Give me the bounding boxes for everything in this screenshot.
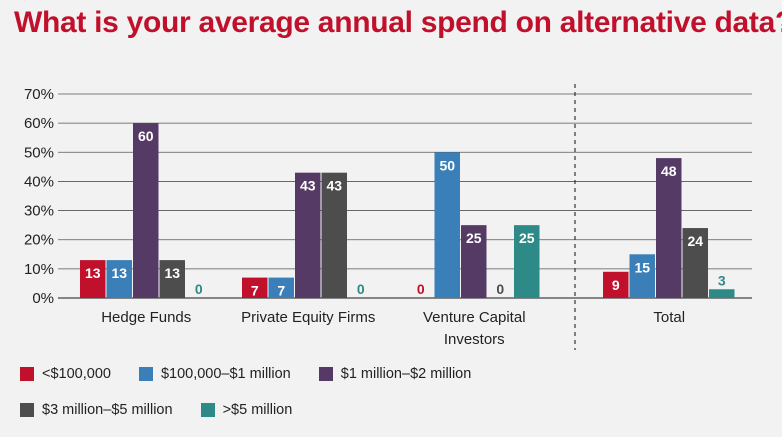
data-label: 3 [718, 272, 726, 288]
bar [461, 225, 487, 298]
data-label: 50 [439, 157, 455, 173]
data-label: 43 [326, 178, 342, 194]
data-label: 13 [85, 265, 101, 281]
data-label: 0 [357, 281, 365, 297]
legend-swatch [318, 367, 333, 381]
data-label: 15 [634, 259, 650, 275]
x-tick-label: Venture Capital [423, 309, 526, 326]
legend-swatch [138, 367, 153, 381]
legend-item: $1 million–$2 million [318, 366, 472, 382]
bar [709, 289, 735, 298]
data-label: 13 [164, 265, 180, 281]
y-tick-label: 30% [24, 203, 54, 220]
legend-swatch [20, 403, 34, 417]
bar [629, 254, 655, 298]
legend-label: >$5 million [222, 402, 293, 418]
legend-label: $1 million–$2 million [340, 366, 472, 382]
data-label: 7 [251, 283, 259, 299]
bar [656, 158, 682, 298]
legend-item: >$5 million [200, 402, 293, 418]
bar [159, 260, 185, 298]
data-label: 60 [138, 128, 154, 144]
data-label: 24 [687, 233, 703, 249]
y-tick-label: 50% [24, 144, 54, 161]
data-label: 0 [496, 281, 504, 297]
legend-label: <$100,000 [42, 366, 111, 382]
x-tick-label: Investors [444, 331, 505, 348]
y-tick-label: 70% [24, 86, 54, 103]
bar [514, 225, 540, 298]
bar [268, 277, 294, 298]
data-label: 25 [466, 230, 482, 246]
chart-title: What is your average annual spend on alt… [14, 6, 782, 39]
bar [242, 277, 268, 298]
data-label: 7 [277, 283, 285, 299]
legend-label: $3 million–$5 million [42, 402, 173, 418]
y-tick-label: 0% [32, 290, 54, 307]
bar [106, 260, 132, 298]
bar [682, 228, 708, 298]
legend-item: <$100,000 [20, 366, 111, 382]
legend-item: $100,000–$1 million [138, 366, 291, 382]
data-label: 43 [300, 178, 316, 194]
y-tick-label: 10% [24, 261, 54, 278]
data-label: 13 [111, 265, 127, 281]
bar [80, 260, 106, 298]
legend-swatch [200, 403, 215, 417]
bar [434, 152, 460, 298]
legend-item: $3 million–$5 million [20, 402, 173, 418]
bar [603, 271, 629, 298]
y-tick-label: 20% [24, 232, 54, 249]
x-tick-label: Private Equity Firms [241, 309, 375, 326]
data-label: 9 [612, 277, 620, 293]
chart-legend: <$100,000 $100,000–$1 million $1 million–$… [20, 366, 740, 418]
x-tick-label: Total [653, 309, 685, 326]
legend-label: $100,000–$1 million [160, 366, 291, 382]
y-tick-label: 60% [24, 115, 54, 132]
data-label: 0 [417, 281, 425, 297]
legend-swatch [20, 367, 34, 381]
bar [133, 123, 159, 299]
data-label: 25 [519, 230, 535, 246]
bar [295, 172, 321, 298]
data-label: 0 [195, 281, 203, 297]
y-tick-label: 40% [24, 173, 54, 190]
data-label: 48 [661, 163, 677, 179]
bar [321, 172, 347, 298]
x-tick-label: Hedge Funds [101, 309, 191, 326]
